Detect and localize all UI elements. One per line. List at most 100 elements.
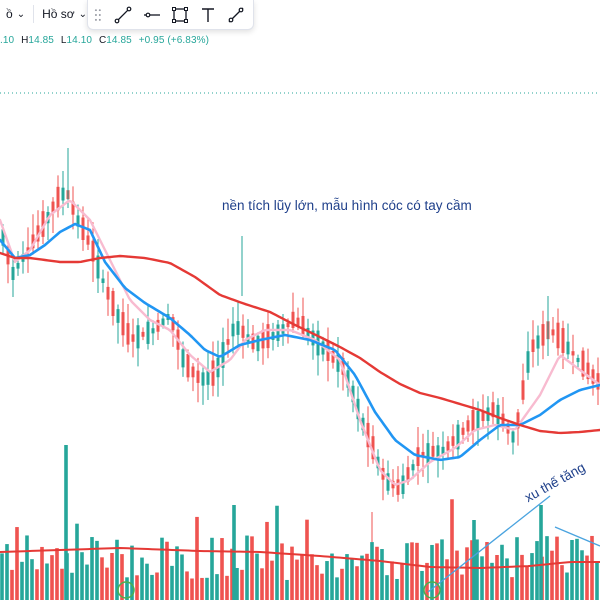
signal-marker <box>423 581 441 599</box>
candle-body <box>561 328 565 353</box>
candle-body <box>201 372 205 386</box>
volume-bar <box>115 539 119 600</box>
trend-line-icon <box>114 6 132 23</box>
candle-body <box>191 366 195 378</box>
volume-bar <box>435 543 439 600</box>
volume-bar <box>345 554 349 600</box>
volume-bar <box>110 553 114 600</box>
volume-bar <box>340 568 344 600</box>
volume-bar <box>220 538 224 600</box>
volume-bar <box>210 537 214 600</box>
candle-body <box>526 351 530 373</box>
volume-bar <box>570 539 574 600</box>
volume-bar <box>420 570 424 600</box>
high-value: 14.85 <box>28 35 54 46</box>
candle-body <box>41 211 45 237</box>
volume-bar <box>25 535 29 600</box>
candle-body <box>456 424 460 450</box>
volume-bar <box>55 548 59 600</box>
volume-bar <box>240 569 244 600</box>
drag-handle-icon[interactable] <box>94 8 102 22</box>
candle-body <box>291 311 295 328</box>
candle-body <box>511 431 515 443</box>
rectangle-tool[interactable] <box>168 3 191 27</box>
candle-body <box>276 324 280 342</box>
volume-bar <box>5 544 9 600</box>
candle-body <box>51 201 55 214</box>
volume-bar <box>445 559 449 600</box>
candle-body <box>106 286 110 300</box>
text-tool[interactable] <box>197 3 220 27</box>
volume-bar <box>405 543 409 600</box>
profile-dropdown[interactable]: Hồ sơ ⌄ <box>36 0 93 28</box>
volume-bar <box>539 505 543 600</box>
candle-body <box>366 422 370 448</box>
volume-bar <box>155 572 159 600</box>
volume-bar <box>175 546 179 600</box>
toolbar-divider <box>33 5 35 23</box>
interval-dropdown-label: ồ <box>6 7 13 21</box>
candle-body <box>421 451 425 457</box>
chevron-down-icon: ⌄ <box>16 8 26 20</box>
candle-body <box>91 240 95 262</box>
volume-bar <box>30 559 34 600</box>
volume-bar <box>20 561 24 600</box>
candle-body <box>186 353 190 378</box>
candle-body <box>116 309 120 323</box>
volume-bar <box>555 536 559 600</box>
candle-body <box>531 339 535 352</box>
candle-body <box>86 235 90 245</box>
trend-line-tool[interactable] <box>112 3 135 27</box>
candle-body <box>351 385 355 403</box>
volume-bar <box>120 554 124 600</box>
candle-body <box>1 229 5 246</box>
candle-body <box>336 354 340 372</box>
volume-bar <box>70 572 74 600</box>
candle-body <box>386 473 390 491</box>
volume-bar <box>35 569 39 600</box>
candle-body <box>256 335 260 352</box>
interval-dropdown[interactable]: ồ ⌄ <box>0 0 31 28</box>
volume-bar <box>280 543 284 600</box>
candle-body <box>11 266 15 280</box>
candle-body <box>596 373 600 390</box>
candle-body <box>196 370 200 383</box>
volume-bar <box>140 557 144 600</box>
annotation-base-pattern[interactable]: nền tích lũy lớn, mẫu hình cóc có tay cầ… <box>222 198 472 213</box>
candle-body <box>286 322 290 328</box>
volume-bar <box>355 566 359 600</box>
candle-body <box>36 225 40 242</box>
candle-body <box>76 215 80 227</box>
volume-bar <box>370 542 374 600</box>
volume-bar <box>90 537 94 600</box>
volume-bar <box>145 563 149 600</box>
candle-body <box>211 360 215 386</box>
candle-body <box>126 323 130 345</box>
candle-body <box>241 325 245 338</box>
brush-tool[interactable] <box>225 3 248 27</box>
volume-bar <box>565 572 569 600</box>
candle-body <box>236 321 240 335</box>
volume-bar <box>580 550 584 600</box>
candle-body <box>61 187 65 201</box>
volume-bar <box>64 445 68 600</box>
candle-body <box>301 315 305 337</box>
candle-body <box>541 324 545 346</box>
volume-bar <box>585 555 589 600</box>
volume-bar <box>415 542 419 600</box>
volume-bar <box>285 579 289 600</box>
candle-body <box>31 234 35 249</box>
candle-body <box>431 445 435 457</box>
horizontal-ray-tool[interactable] <box>140 3 163 27</box>
candle-body <box>521 380 525 400</box>
candle-body <box>371 436 375 460</box>
volume-bar <box>310 554 314 600</box>
candle-body <box>16 262 20 269</box>
candle-body <box>231 323 235 337</box>
candle-body <box>576 357 580 363</box>
candle-body <box>446 441 450 451</box>
volume-bar <box>505 558 509 600</box>
volume-bar <box>60 568 64 600</box>
candle-body <box>306 327 310 339</box>
